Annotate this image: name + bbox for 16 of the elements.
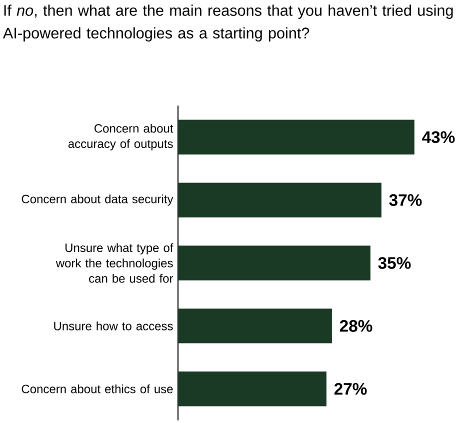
bar [178, 182, 382, 218]
data-label: 43% [422, 131, 455, 144]
data-label: 37% [389, 194, 422, 206]
data-label: 27% [334, 382, 367, 395]
bar [178, 120, 414, 154]
bar [178, 308, 332, 344]
bar [178, 372, 326, 406]
y-tick-label: Unsure how to access [54, 322, 173, 330]
y-tick-label: Unsure what type of work the technologies can be used for [56, 243, 174, 283]
bar [178, 246, 370, 280]
data-label: 35% [378, 257, 411, 269]
y-tick-label: Concern about accuracy of outputs [68, 124, 174, 150]
y-tick-label: Concern about ethics of use [22, 384, 173, 394]
data-label: 28% [340, 320, 372, 332]
y-tick-label: Concern about data security [22, 194, 174, 206]
chart-title: If no, then what are the main reasons that you haven’t tried using AI-powered technologies as a starting point? [2, 4, 453, 42]
